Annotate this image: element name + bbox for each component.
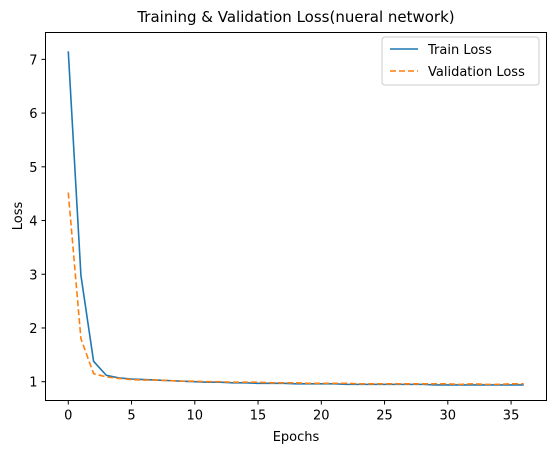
legend: Train Loss Validation Loss: [381, 36, 540, 86]
y-tick-label: 4: [29, 215, 37, 230]
chart-title: Training & Validation Loss(nueral networ…: [136, 8, 454, 26]
ticks-layer: 0 5 10 15 20 25 30 35 1 2 3 4 5 6 7: [29, 53, 519, 423]
x-tick-label: 20: [313, 409, 330, 424]
x-tick-label: 25: [376, 409, 393, 424]
y-axis-label: Loss: [11, 202, 26, 231]
legend-box: [381, 36, 540, 86]
x-tick-label: 15: [250, 409, 267, 424]
y-tick-label: 1: [29, 376, 37, 391]
y-tick-label: 2: [29, 322, 37, 337]
y-tick-label: 3: [29, 268, 37, 283]
validation-loss-line: [67, 192, 524, 386]
legend-validation-label: Validation Loss: [428, 65, 525, 80]
y-tick-label: 6: [29, 107, 37, 122]
train-loss-line: [67, 51, 524, 386]
series-layer: [67, 51, 524, 386]
x-tick-label: 5: [127, 409, 135, 424]
y-tick-label: 5: [29, 161, 37, 176]
y-tick-label: 7: [29, 53, 37, 68]
x-tick-label: 10: [187, 409, 204, 424]
x-tick-label: 30: [440, 409, 457, 424]
x-tick-label: 0: [64, 409, 72, 424]
x-tick-label: 35: [503, 409, 520, 424]
plot-frame: [45, 32, 547, 401]
legend-train-label: Train Loss: [427, 43, 492, 58]
x-axis-label: Epochs: [273, 430, 320, 445]
